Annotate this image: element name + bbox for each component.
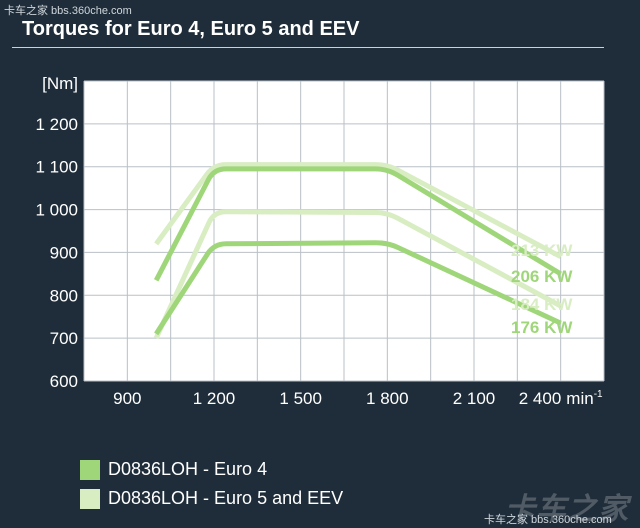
watermark-top: 卡车之家 bbs.360che.com <box>4 5 132 17</box>
y-tick-label: 800 <box>50 286 78 305</box>
x-tick-label: 2 100 <box>453 389 496 408</box>
series-lines <box>153 162 562 340</box>
y-axis-label: [Nm] <box>42 74 78 93</box>
y-tick-labels: 600 700 800 900 1 000 1 100 1 200 <box>35 115 78 391</box>
series-label-176-kw: 176 KW <box>511 318 573 337</box>
legend-swatch-euro5 <box>80 488 100 509</box>
x-tick-label: 2 400 min-1 <box>519 389 603 408</box>
chart-title: Torques for Euro 4, Euro 5 and EEV <box>22 18 360 40</box>
series-label-184-kw: 184 KW <box>511 295 573 314</box>
series-labels: 213 KW 206 KW 184 KW 176 KW <box>511 241 573 337</box>
x-tick-label: 1 500 <box>279 389 322 408</box>
legend-item-euro4: D0836LOH - Euro 4 <box>80 459 267 480</box>
series-label-206-kw: 206 KW <box>511 267 573 286</box>
x-tick-label: 900 <box>113 389 141 408</box>
legend-label-euro5: D0836LOH - Euro 5 and EEV <box>108 488 344 508</box>
y-tick-label: 600 <box>50 372 78 391</box>
title-divider <box>12 47 604 48</box>
y-tick-label: 1 200 <box>35 115 78 134</box>
watermark-logo: 卡车之家 <box>505 493 629 526</box>
series-line-184-kw <box>153 209 562 340</box>
series-line-206-kw <box>153 166 562 282</box>
series-line-213-kw <box>154 162 562 259</box>
y-tick-label: 1 100 <box>35 158 78 177</box>
x-tick-label: 1 200 <box>193 389 236 408</box>
y-tick-label: 1 000 <box>35 201 78 220</box>
series-label-213-kw: 213 KW <box>511 241 573 260</box>
legend-label-euro4: D0836LOH - Euro 4 <box>108 459 268 479</box>
y-tick-label: 900 <box>50 243 78 262</box>
series-line-176-kw <box>154 240 562 336</box>
x-tick-labels: 900 1 200 1 500 1 800 2 100 2 400 min-1 <box>113 389 603 408</box>
watermark-bottom: 卡车之家 bbs.360che.com <box>484 514 612 526</box>
y-tick-label: 700 <box>50 329 78 348</box>
legend-item-euro5: D0836LOH - Euro 5 and EEV <box>80 488 343 509</box>
legend-swatch-euro4 <box>80 459 100 480</box>
x-tick-label: 1 800 <box>366 389 409 408</box>
